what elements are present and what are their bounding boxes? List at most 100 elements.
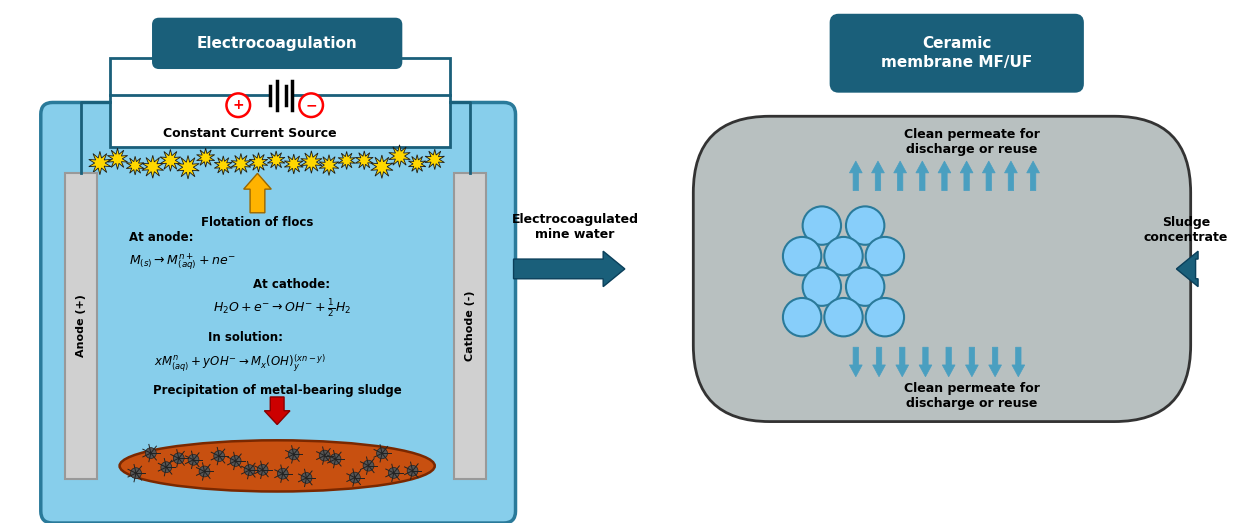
Circle shape xyxy=(319,450,330,461)
Polygon shape xyxy=(89,151,111,175)
Circle shape xyxy=(199,466,210,477)
FancyArrow shape xyxy=(896,347,909,377)
Text: At cathode:: At cathode: xyxy=(253,278,329,291)
FancyBboxPatch shape xyxy=(831,15,1083,92)
FancyArrow shape xyxy=(961,161,973,191)
Circle shape xyxy=(866,298,904,336)
Polygon shape xyxy=(196,148,215,167)
Circle shape xyxy=(363,460,374,471)
Text: −: − xyxy=(306,98,317,112)
FancyArrow shape xyxy=(264,397,290,425)
Circle shape xyxy=(349,472,360,483)
Text: $M_{(s)} \rightarrow M_{(aq)}^{n+} + ne^{-}$: $M_{(s)} \rightarrow M_{(aq)}^{n+} + ne^… xyxy=(129,251,236,272)
Text: Flotation of flocs: Flotation of flocs xyxy=(201,216,313,229)
Circle shape xyxy=(145,447,157,458)
FancyArrow shape xyxy=(872,161,884,191)
Polygon shape xyxy=(268,151,285,170)
Circle shape xyxy=(825,237,863,275)
FancyBboxPatch shape xyxy=(41,102,515,523)
Polygon shape xyxy=(408,155,425,173)
Circle shape xyxy=(846,207,884,245)
Ellipse shape xyxy=(120,440,435,492)
FancyArrow shape xyxy=(989,347,1001,377)
Circle shape xyxy=(803,207,841,245)
FancyArrow shape xyxy=(965,347,978,377)
FancyArrow shape xyxy=(873,347,885,377)
FancyArrow shape xyxy=(514,251,625,287)
FancyArrow shape xyxy=(938,161,951,191)
Circle shape xyxy=(300,93,323,117)
Circle shape xyxy=(301,473,312,483)
Text: Electrocoagulation: Electrocoagulation xyxy=(197,36,358,51)
FancyArrow shape xyxy=(1027,161,1039,191)
Circle shape xyxy=(825,298,863,336)
FancyArrow shape xyxy=(850,347,862,377)
Polygon shape xyxy=(142,155,164,178)
Polygon shape xyxy=(425,149,444,170)
Circle shape xyxy=(376,448,387,459)
Polygon shape xyxy=(285,154,303,174)
Circle shape xyxy=(174,453,184,464)
FancyArrow shape xyxy=(244,173,271,213)
Circle shape xyxy=(866,237,904,275)
Polygon shape xyxy=(176,155,200,179)
Polygon shape xyxy=(107,148,128,170)
Text: Anode (+): Anode (+) xyxy=(76,295,86,357)
Text: At anode:: At anode: xyxy=(129,231,194,244)
Circle shape xyxy=(330,454,342,464)
Bar xyxy=(455,173,486,479)
Circle shape xyxy=(846,267,884,306)
Polygon shape xyxy=(215,156,232,175)
Polygon shape xyxy=(319,155,339,175)
Circle shape xyxy=(244,465,255,475)
FancyArrow shape xyxy=(1005,161,1017,191)
Text: Clean permeate for
discharge or reuse: Clean permeate for discharge or reuse xyxy=(904,382,1039,409)
Polygon shape xyxy=(388,145,411,167)
Circle shape xyxy=(231,455,242,466)
Polygon shape xyxy=(301,151,322,173)
FancyArrow shape xyxy=(850,161,862,191)
Circle shape xyxy=(388,467,399,479)
Circle shape xyxy=(213,451,224,462)
FancyBboxPatch shape xyxy=(153,19,401,68)
FancyArrow shape xyxy=(983,161,995,191)
Polygon shape xyxy=(355,151,374,170)
Circle shape xyxy=(289,449,300,460)
Polygon shape xyxy=(338,151,355,170)
FancyArrow shape xyxy=(1012,347,1025,377)
Text: $xM_{(aq)}^{n} + yOH^{-} \rightarrow M_x(OH)_y^{(xn-y)}$: $xM_{(aq)}^{n} + yOH^{-} \rightarrow M_x… xyxy=(154,353,326,374)
FancyArrow shape xyxy=(919,347,932,377)
Circle shape xyxy=(783,237,821,275)
FancyArrow shape xyxy=(894,161,906,191)
Text: Cathode (-): Cathode (-) xyxy=(465,291,475,362)
Polygon shape xyxy=(231,153,250,174)
FancyArrow shape xyxy=(942,347,956,377)
Text: Ceramic
membrane MF/UF: Ceramic membrane MF/UF xyxy=(882,36,1032,70)
Circle shape xyxy=(227,93,250,117)
Text: $H_2O + e^{-} \rightarrow OH^{-} + \frac{1}{2}H_2$: $H_2O + e^{-} \rightarrow OH^{-} + \frac… xyxy=(213,297,351,319)
Text: Sludge
concentrate: Sludge concentrate xyxy=(1144,216,1228,245)
Text: Constant Current Source: Constant Current Source xyxy=(163,127,337,140)
Text: +: + xyxy=(233,98,244,112)
Polygon shape xyxy=(371,155,393,178)
FancyArrow shape xyxy=(1176,251,1198,287)
Circle shape xyxy=(277,469,289,479)
Polygon shape xyxy=(126,157,144,175)
Circle shape xyxy=(131,468,142,479)
Circle shape xyxy=(407,465,418,476)
Text: Electrocoagulated
mine water: Electrocoagulated mine water xyxy=(512,213,639,241)
Polygon shape xyxy=(160,150,181,171)
FancyArrow shape xyxy=(916,161,928,191)
Bar xyxy=(65,173,97,479)
FancyBboxPatch shape xyxy=(110,58,450,147)
Circle shape xyxy=(783,298,821,336)
Text: In solution:: In solution: xyxy=(208,331,284,344)
Text: Precipitation of metal-bearing sludge: Precipitation of metal-bearing sludge xyxy=(153,384,402,397)
Circle shape xyxy=(160,462,171,473)
Text: Clean permeate for
discharge or reuse: Clean permeate for discharge or reuse xyxy=(904,128,1039,156)
FancyBboxPatch shape xyxy=(693,116,1191,422)
Circle shape xyxy=(803,267,841,306)
Circle shape xyxy=(189,454,199,465)
Polygon shape xyxy=(249,153,268,172)
Circle shape xyxy=(258,464,268,475)
